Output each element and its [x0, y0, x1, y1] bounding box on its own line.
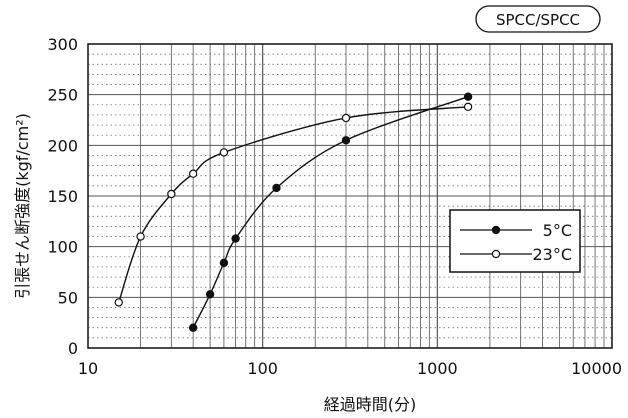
data-point [167, 189, 176, 199]
y-tick-label: 0 [68, 339, 78, 358]
data-point [341, 113, 351, 123]
data-point [463, 92, 473, 101]
series-5c [188, 92, 473, 332]
data-point [219, 148, 229, 157]
legend-marker [491, 249, 501, 259]
y-axis-title: 引張せん断強度(kgf/cm²) [13, 113, 32, 299]
x-tick-label: 10 [78, 359, 98, 378]
data-point [188, 169, 198, 178]
material-badge: SPCC/SPCC [475, 5, 601, 33]
grid [88, 44, 612, 348]
legend-label: 5°C [543, 221, 572, 240]
legend: 5°C 23°C [449, 209, 581, 273]
data-point [205, 290, 215, 299]
data-point [463, 102, 473, 112]
data-point [231, 234, 240, 243]
y-tick-label: 200 [47, 136, 78, 155]
series [114, 92, 473, 332]
y-tick-label: 50 [58, 288, 78, 307]
data-point [136, 232, 145, 241]
series-23c [114, 102, 473, 307]
x-tick-label: 10000 [571, 359, 622, 378]
data-point [272, 183, 281, 193]
x-tick-label: 100 [247, 359, 278, 378]
badge-label: SPCC/SPCC [496, 11, 580, 29]
x-tick-label: 1000 [417, 359, 458, 378]
data-point [219, 258, 229, 268]
data-point [114, 298, 123, 307]
axes: 0 50 100 150 200 250 300 10 100 1000 10000 [47, 35, 622, 378]
plot-area-frame [87, 43, 613, 349]
data-point [188, 323, 198, 332]
badge-box [475, 5, 601, 33]
y-tick-label: 300 [47, 35, 78, 54]
x-axis-title: 経過時間(分) [324, 395, 417, 414]
y-tick-label: 250 [47, 86, 78, 105]
data-point [341, 136, 351, 145]
legend-box [449, 209, 581, 273]
series-line [192, 96, 469, 329]
y-tick-label: 150 [47, 187, 78, 206]
legend-label: 23°C [532, 245, 572, 264]
legend-marker [491, 225, 501, 235]
y-tick-label: 100 [47, 238, 78, 257]
